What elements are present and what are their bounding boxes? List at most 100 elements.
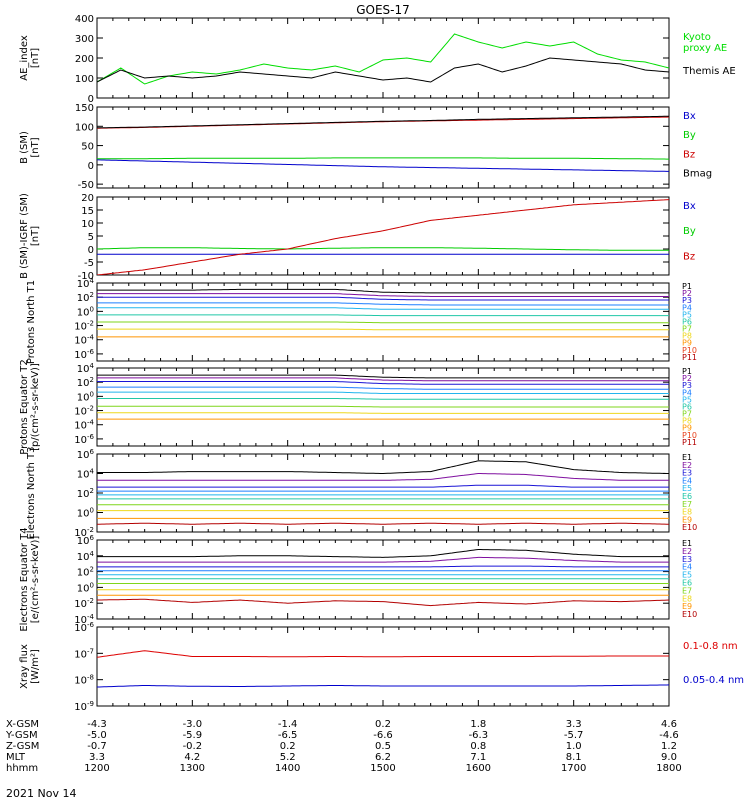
legend-entry: E3: [682, 469, 692, 478]
orbit-row-label: Z-GSM: [6, 741, 39, 752]
legend-entry: E1: [682, 453, 692, 462]
orbit-value: 1300: [180, 763, 205, 774]
y-tick-label: 10-4: [74, 419, 94, 432]
series-e10: [97, 598, 669, 607]
orbit-value: -0.7: [87, 741, 107, 752]
orbit-row-label: X-GSM: [6, 719, 39, 730]
y-tick-label: 102: [77, 566, 94, 579]
orbit-value: 1200: [84, 763, 109, 774]
series-p1: [97, 288, 669, 294]
series-p5: [97, 307, 669, 310]
y-tick-label: 100: [75, 122, 94, 133]
orbit-value: -6.3: [469, 730, 489, 741]
series-p6: [97, 398, 669, 400]
orbit-value: -4.6: [659, 730, 679, 741]
y-tick-label: 15: [81, 206, 94, 217]
y-tick-label: 100: [77, 305, 94, 318]
legend-entry: E7: [682, 500, 692, 509]
legend-entry: P5: [682, 395, 692, 404]
series-p7: [97, 405, 669, 408]
legend-entry: E9: [682, 515, 692, 524]
y-tick-label: 10-2: [74, 405, 94, 418]
orbit-value: 7.1: [470, 752, 486, 763]
orbit-value: 1800: [656, 763, 681, 774]
legend-entry: proxy AE: [683, 43, 727, 54]
series-p8: [97, 328, 669, 331]
panel-3: -10 -5 0 5 10 15 20 B (SM)-IGRF (SM)[nT] Bx By Bz: [19, 193, 696, 282]
figure-title: GOES-17: [356, 3, 410, 17]
orbit-value: -3.0: [183, 719, 203, 730]
series-p3: [97, 296, 669, 301]
orbit-value: 8.1: [566, 752, 582, 763]
legend-entry: E10: [682, 610, 697, 619]
legend-entry: E9: [682, 602, 692, 611]
y-tick-label: 102: [77, 291, 94, 304]
date-label: 2021 Nov 14: [6, 787, 76, 800]
y-tick-label: 0: [88, 94, 94, 105]
legend-entry: P10: [682, 431, 697, 440]
series-e3: [97, 484, 669, 488]
y-tick-label: 106: [77, 448, 95, 461]
legend-entry: E1: [682, 539, 692, 548]
legend-entry: E10: [682, 523, 697, 532]
orbit-value: -0.2: [183, 741, 203, 752]
series-p2: [97, 293, 669, 297]
series-e2: [97, 473, 669, 481]
y-axis-label: B (SM)[nT]: [19, 131, 41, 164]
legend-entry: P6: [682, 402, 692, 411]
legend-entry: By: [683, 226, 696, 237]
y-tick-label: 10: [81, 219, 94, 230]
series-by: [97, 247, 669, 251]
y-tick-label: -50: [78, 180, 94, 191]
orbit-value: -5.9: [183, 730, 203, 741]
legend-entry: P7: [682, 410, 692, 419]
series-e1: [97, 460, 669, 474]
y-tick-label: 300: [75, 34, 94, 45]
series-p4: [97, 302, 669, 306]
legend-entry: E7: [682, 586, 692, 595]
legend-entry: P10: [682, 346, 697, 355]
orbit-value: 1600: [466, 763, 491, 774]
orbit-value: -6.5: [278, 730, 298, 741]
panel-8: 10-6 10-7 10-8 10-9 Xray flux[W/m²] 0.1-0.8 n…: [19, 621, 744, 713]
series-bz: [97, 199, 669, 275]
legend-entry: Bz: [683, 251, 695, 262]
legend: Bx By Bz: [683, 201, 696, 262]
series-bmag: [97, 115, 669, 129]
y-tick-label: 106: [77, 534, 95, 547]
y-tick-label: 104: [77, 362, 95, 375]
y-tick-label: 100: [77, 581, 94, 594]
orbit-value: 1.8: [470, 719, 486, 730]
y-tick-label: -10: [78, 271, 94, 282]
legend-entry: Kyoto: [683, 32, 711, 43]
legend-entry: P8: [682, 332, 692, 341]
legend-entry: P2: [682, 289, 692, 298]
series-kyoto-proxy-ae: [97, 33, 669, 85]
panel-frame: [96, 106, 670, 189]
y-axis-label: Electrons Equator T4[e/(cm²-s-sr-keV)]: [19, 527, 41, 631]
panel-2: -50 0 50 100 150 B (SM)[nT] Bx By Bz Bmag: [19, 103, 712, 191]
series-p8: [97, 412, 669, 414]
legend-entry: E6: [682, 492, 692, 501]
panel-frame: [96, 539, 670, 620]
series-group: [97, 549, 669, 607]
orbit-value: 5.2: [280, 752, 296, 763]
legend-entry: P9: [682, 339, 692, 348]
legend-entry: E3: [682, 555, 692, 564]
series-group: [97, 33, 669, 85]
y-tick-label: 10-6: [74, 621, 94, 634]
y-tick-label: 10-9: [74, 700, 94, 713]
y-tick-label: 100: [77, 390, 94, 403]
y-axis-label: AE_index[nT]: [19, 35, 41, 81]
y-tick-label: 104: [77, 468, 95, 481]
orbit-table: X-GSM -4.3 -3.0 -1.4 0.2 1.8 3.3 4.6 Y-GSM -5.0 -5…: [5, 719, 682, 774]
legend-entry: 0.1-0.8 nm: [683, 641, 738, 652]
legend-entry: P1: [682, 367, 692, 376]
series-group: [97, 650, 669, 688]
legend-entry: E2: [682, 461, 692, 470]
